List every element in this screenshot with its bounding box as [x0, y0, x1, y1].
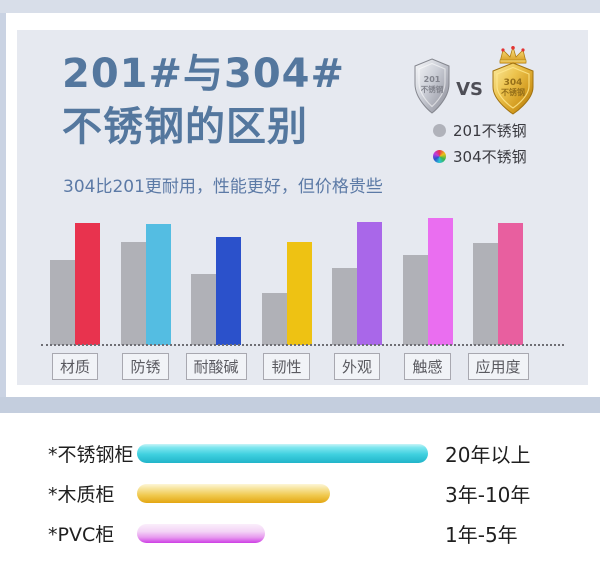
comparison-card: 201#与304# 不锈钢的区别 304比201更耐用，性能更好，但价格贵些 2… [17, 30, 588, 385]
category-label-触感: 触感 [404, 353, 451, 380]
lifespan-bar-cyan [137, 443, 428, 463]
category-label-防锈: 防锈 [122, 353, 169, 380]
lifespan-label-1: *不锈钢柜 [48, 443, 134, 466]
bar-201不锈钢-应用度 [473, 243, 498, 345]
chart-legend: 201不锈钢 304不锈钢 [433, 120, 527, 166]
lifespan-value-2: 3年-10年 [445, 482, 531, 507]
lifespan-rows: *不锈钢柜 20年以上 *木质柜 3年-10年 *PVC柜 1年-5年 [0, 433, 600, 553]
lifespan-barwrap-3 [137, 523, 445, 543]
bar-304不锈钢-触感 [427, 218, 453, 345]
legend-label-201: 201不锈钢 [453, 121, 527, 140]
left-strip [0, 13, 6, 397]
category-cell-7: 应用度 [467, 353, 529, 380]
divider-band [0, 397, 600, 413]
legend-label-304: 304不锈钢 [453, 147, 527, 166]
category-label-耐酸碱: 耐酸碱 [185, 353, 247, 380]
lifespan-label-2: *木质柜 [48, 483, 115, 506]
category-cell-2: 防锈 [121, 353, 171, 380]
legend-gray-dot-icon [433, 123, 446, 137]
lifespan-bar-pink [137, 523, 265, 543]
vs-badges: 201 不锈钢 VS [413, 46, 538, 116]
title-line-2: 不锈钢的区别 [62, 104, 308, 150]
bar-304不锈钢-应用度 [498, 223, 523, 345]
silver-shield-201-icon: 201 不锈钢 [414, 58, 450, 114]
lifespan-row-3: *PVC柜 1年-5年 [0, 513, 600, 553]
bar-201不锈钢-防锈 [120, 242, 146, 345]
gold-crown-shield-304-icon: 304 不锈钢 [492, 46, 534, 115]
subtitle: 304比201更耐用，性能更好，但价格贵些 [63, 177, 383, 197]
lifespan-barwrap-1 [137, 443, 445, 463]
bar-201不锈钢-材质 [50, 260, 75, 345]
title-line-1: 201#与304# [62, 51, 346, 97]
bar-304不锈钢-防锈 [145, 224, 171, 345]
bar-group-1 [50, 223, 100, 345]
chart-baseline [41, 344, 564, 346]
lifespan-barwrap-2 [137, 483, 445, 503]
bar-group-4 [261, 242, 312, 345]
lifespan-row-1: *不锈钢柜 20年以上 [0, 433, 600, 473]
category-label-应用度: 应用度 [467, 353, 529, 380]
category-label-材质: 材质 [51, 353, 98, 380]
bar-304不锈钢-耐酸碱 [216, 237, 241, 345]
vs-label: VS [456, 79, 483, 100]
lifespan-label-3: *PVC柜 [48, 523, 115, 546]
gold-shield-number: 304 [504, 78, 523, 88]
bar-group-7 [473, 223, 523, 345]
page-title: 201#与304# 不锈钢的区别 [62, 48, 345, 154]
category-cell-6: 触感 [403, 353, 453, 380]
category-cell-1: 材质 [50, 353, 100, 380]
category-cell-3: 耐酸碱 [185, 353, 247, 380]
legend-item-201: 201不锈钢 [433, 120, 527, 140]
lifespan-value-1: 20年以上 [445, 442, 531, 467]
gold-shield-text: 不锈钢 [501, 87, 525, 97]
lifespan-value-3: 1年-5年 [445, 522, 518, 547]
bar-chart-groups [50, 218, 523, 345]
silver-shield-number: 201 [424, 75, 441, 84]
top-band [0, 0, 600, 13]
bar-group-5 [332, 222, 382, 345]
bar-201不锈钢-外观 [332, 268, 357, 345]
legend-item-304: 304不锈钢 [433, 146, 527, 166]
category-cell-4: 韧性 [262, 353, 312, 380]
bar-201不锈钢-耐酸碱 [191, 274, 216, 345]
bar-group-6 [402, 218, 453, 345]
bar-201不锈钢-触感 [402, 255, 428, 345]
lifespan-row-2: *木质柜 3年-10年 [0, 473, 600, 513]
category-cell-5: 外观 [332, 353, 382, 380]
bar-304不锈钢-韧性 [286, 242, 312, 345]
category-label-韧性: 韧性 [263, 353, 310, 380]
bar-304不锈钢-外观 [357, 222, 382, 345]
bar-group-2 [120, 224, 171, 345]
bar-chart-labels: 材质 防锈 耐酸碱 韧性 外观 触感 应用度 [50, 353, 529, 380]
bar-201不锈钢-韧性 [261, 293, 287, 345]
bar-group-3 [191, 237, 241, 345]
category-label-外观: 外观 [333, 353, 380, 380]
bar-304不锈钢-材质 [75, 223, 100, 345]
silver-shield-text: 不锈钢 [421, 84, 444, 94]
lifespan-bar-gold [137, 483, 330, 503]
legend-rainbow-dot-icon [433, 149, 446, 163]
